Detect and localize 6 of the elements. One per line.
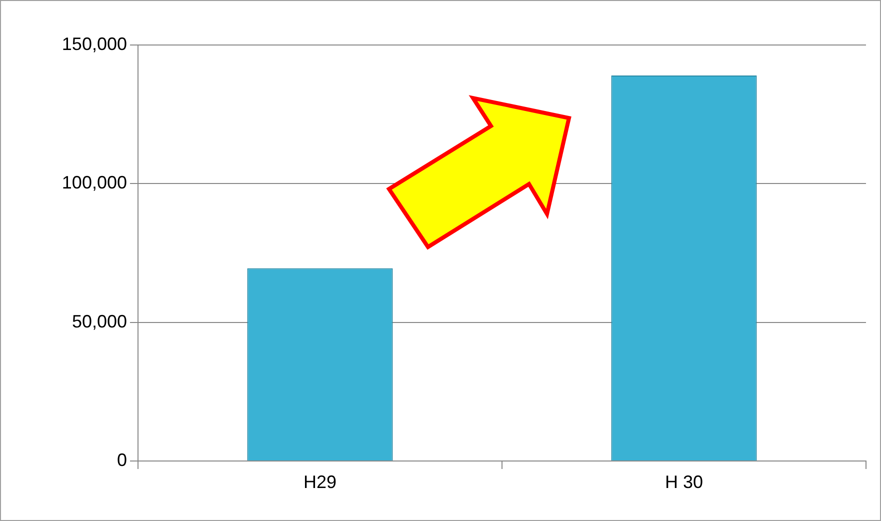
y-tick-label: 50,000 — [72, 311, 127, 332]
y-tick-label: 150,000 — [62, 34, 127, 54]
x-tick-label: H 30 — [664, 472, 704, 492]
y-tick-label: 100,000 — [62, 172, 127, 193]
y-tick-label: 0 — [116, 450, 127, 470]
x-tick-label: H29 — [303, 472, 337, 492]
